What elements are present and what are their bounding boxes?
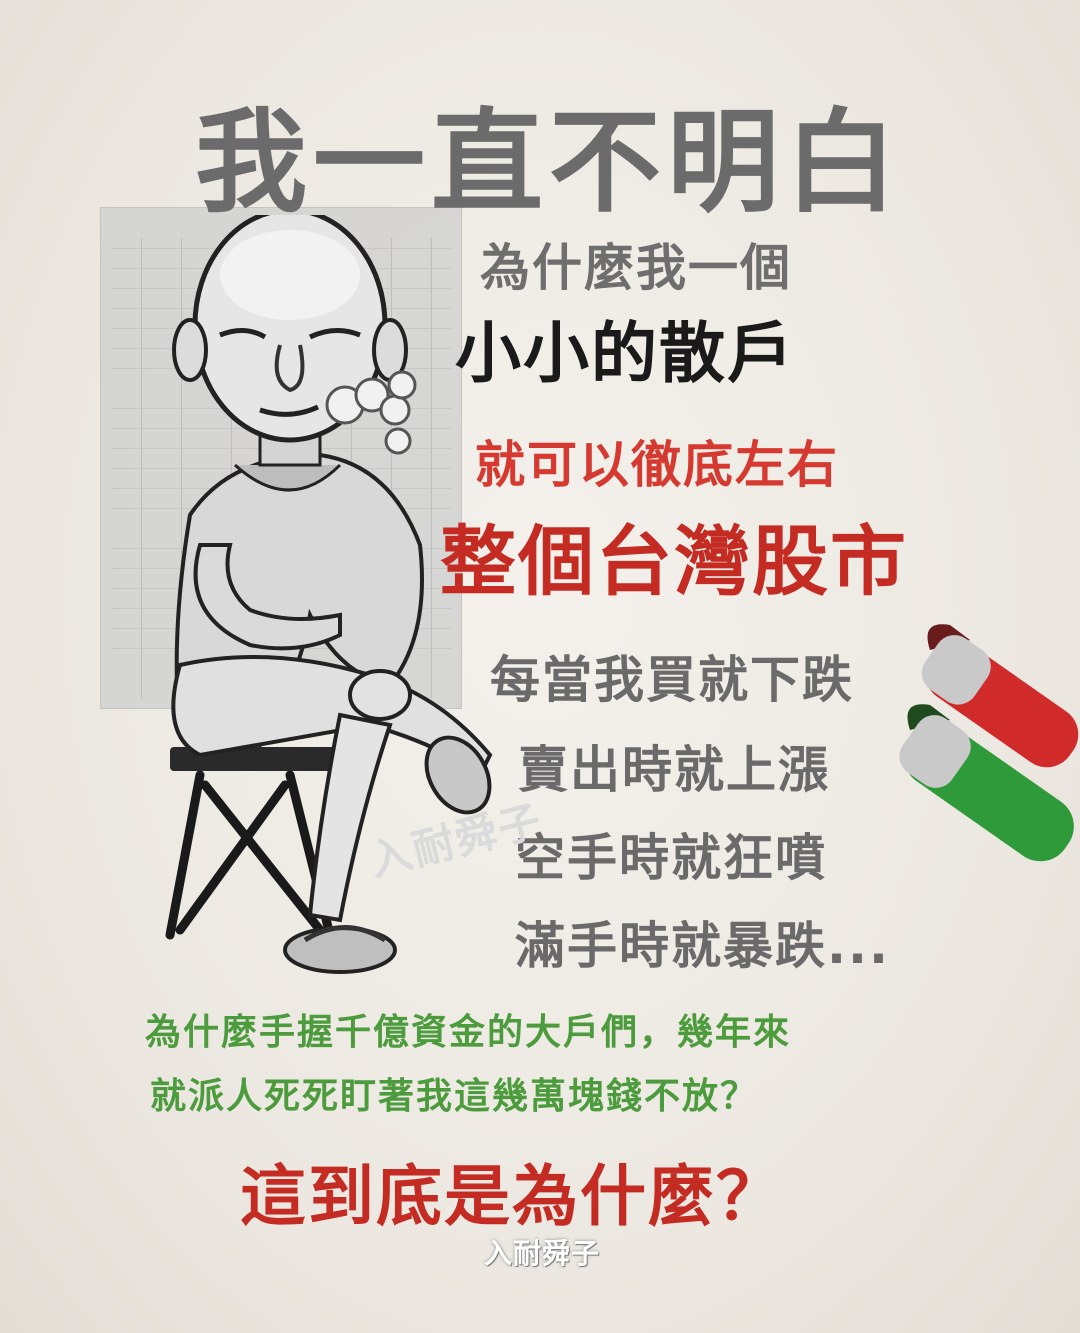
- text-line-4: 整個台灣股市: [440, 517, 908, 606]
- markers-illustration: [899, 624, 1079, 862]
- text-line-5: 每當我買就下跌: [490, 651, 854, 709]
- caricature-illustration: [165, 215, 493, 974]
- text-line-9: 為什麼手握千億資金的大戶們，幾年來: [145, 1012, 792, 1053]
- text-line-11: 這到底是為什麼？: [240, 1158, 784, 1235]
- text-line-7: 空手時就狂噴: [515, 829, 827, 887]
- text-line-2: 小小的散戶: [455, 315, 795, 392]
- text-line-8: 滿手時就暴跌...: [515, 917, 890, 975]
- red-marker-icon: [921, 624, 1079, 768]
- watermark-logo-bottom: 入耐舜子: [484, 1237, 601, 1270]
- text-line-3: 就可以徹底左右: [475, 436, 839, 494]
- text-line-1: 為什麼我一個: [480, 239, 792, 297]
- green-marker-icon: [899, 704, 1074, 862]
- main-heading: 我一直不明白: [195, 98, 903, 228]
- text-line-6: 賣出時就上漲: [518, 741, 830, 799]
- smoke-puff-icon: [325, 370, 417, 455]
- text-line-10: 就派人死死盯著我這幾萬塊錢不放？: [150, 1076, 759, 1117]
